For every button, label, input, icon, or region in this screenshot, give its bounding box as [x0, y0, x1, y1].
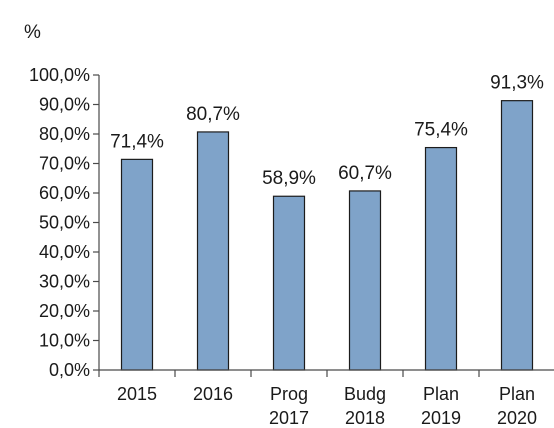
- x-category-line: 2016: [193, 384, 233, 404]
- x-axis: 2015 2016 Prog 2017 Budg 2018 Plan 2019 Plan 2020: [98, 369, 554, 428]
- x-category-label: Prog 2017: [269, 384, 309, 428]
- y-tick-label: 60,0%: [39, 183, 90, 203]
- y-unit-label: %: [24, 22, 41, 43]
- x-category-line: Budg: [344, 384, 386, 404]
- bar: [424, 146, 458, 371]
- x-category-label: Plan 2020: [497, 384, 537, 428]
- y-tick-label: 80,0%: [39, 124, 90, 144]
- y-tick-label: 50,0%: [39, 213, 90, 233]
- y-tick-label: 90,0%: [39, 95, 90, 115]
- data-label: 71,4%: [110, 131, 164, 152]
- y-tick-label: 40,0%: [39, 242, 90, 262]
- data-label: 75,4%: [414, 120, 468, 141]
- bar: [348, 190, 382, 371]
- x-category-line: Prog: [270, 384, 308, 404]
- x-category-line: Plan: [423, 384, 459, 404]
- x-category-line: 2019: [421, 408, 461, 428]
- data-label: 80,7%: [186, 104, 240, 125]
- x-category-line: 2020: [497, 408, 537, 428]
- x-category-label: 2016: [193, 384, 233, 404]
- x-category-line: 2015: [117, 384, 157, 404]
- bar: [120, 158, 154, 371]
- y-tick-label: 30,0%: [39, 272, 90, 292]
- bar: [272, 195, 306, 371]
- x-category-label: Plan 2019: [421, 384, 461, 428]
- bar: [196, 131, 230, 371]
- data-label: 60,7%: [338, 163, 392, 184]
- x-category-line: Plan: [499, 384, 535, 404]
- y-axis: 0,0% 10,0% 20,0% 30,0% 40,0% 50,0% 60,0% 70,0% 8…: [29, 65, 100, 380]
- y-tick-label: 10,0%: [39, 331, 90, 351]
- x-category-line: 2017: [269, 408, 309, 428]
- x-category-label: 2015: [117, 384, 157, 404]
- y-tick-label: 100,0%: [29, 65, 90, 85]
- y-tick-label: 70,0%: [39, 154, 90, 174]
- x-category-label: Budg 2018: [344, 384, 386, 428]
- x-category-line: 2018: [345, 408, 385, 428]
- y-tick-label: 20,0%: [39, 301, 90, 321]
- bar: [500, 100, 534, 371]
- y-tick-label: 0,0%: [49, 360, 90, 380]
- data-label: 58,9%: [262, 168, 316, 189]
- data-label: 91,3%: [490, 73, 544, 94]
- bars: 71,4% 80,7% 58,9% 60,7% 75,4% 91,3%: [110, 73, 544, 371]
